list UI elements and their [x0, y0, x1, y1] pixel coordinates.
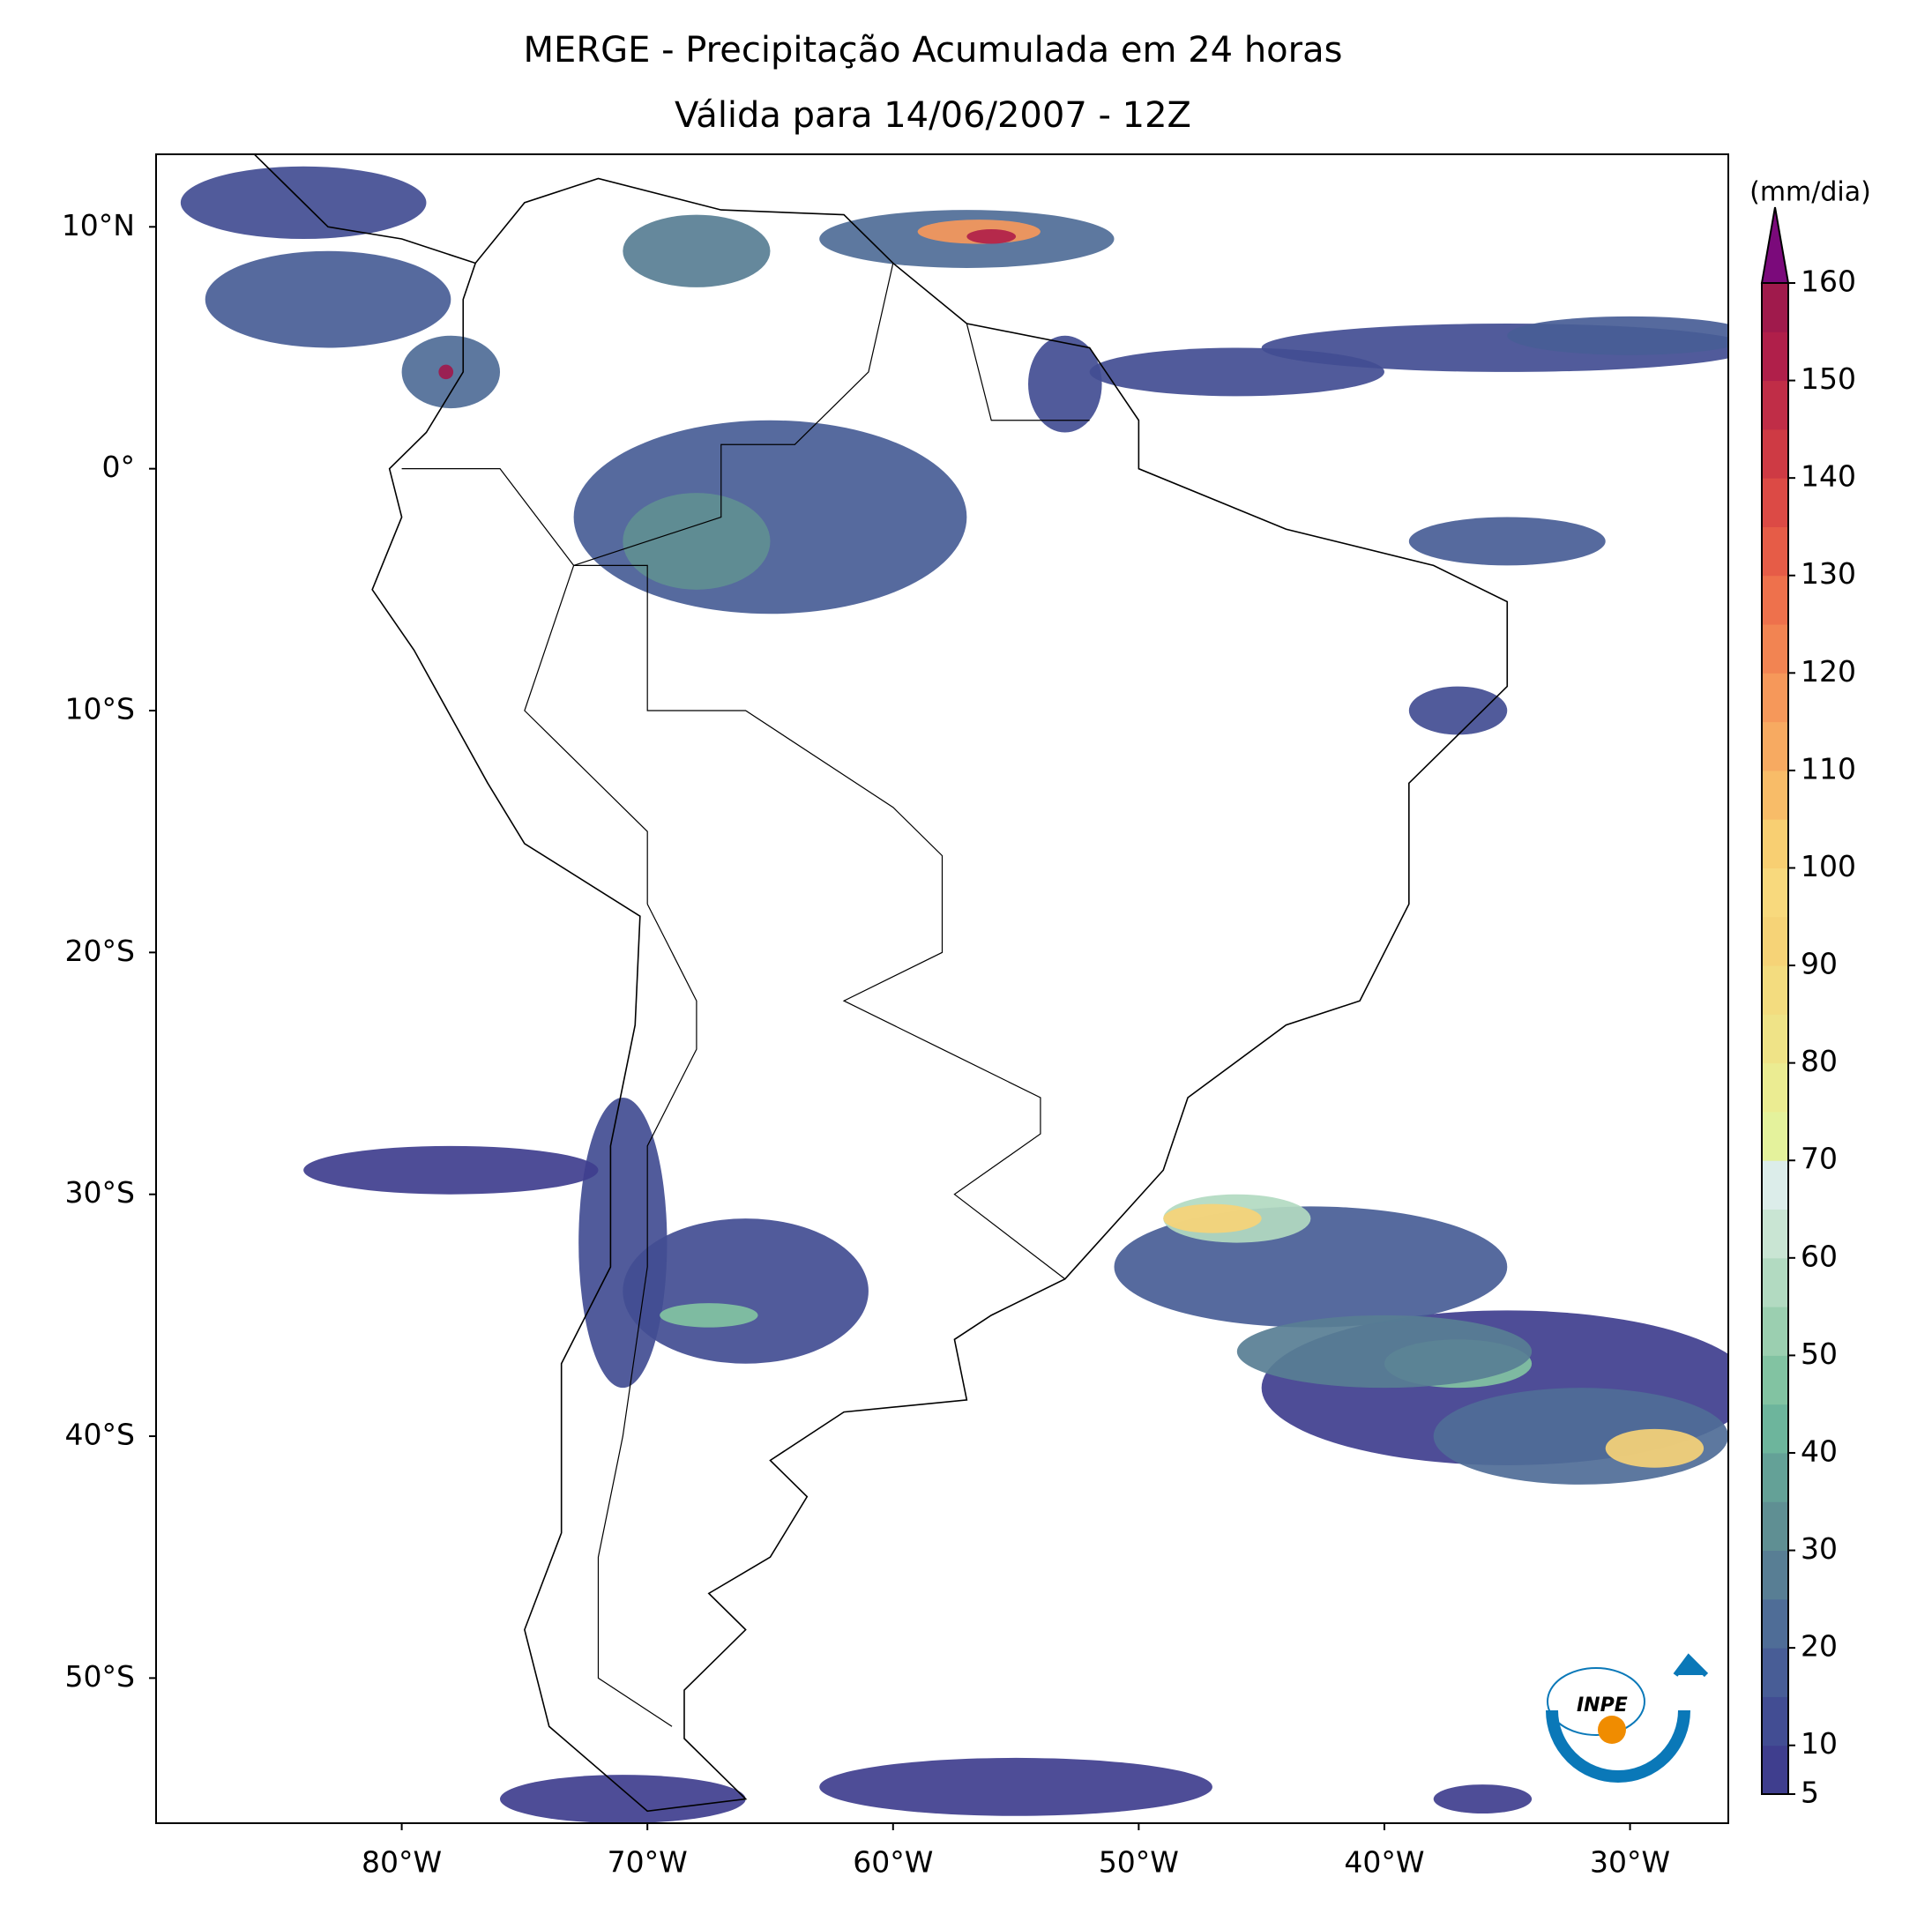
logo-text: INPE: [1577, 1694, 1628, 1717]
colorbar-segment: [1762, 1501, 1788, 1552]
colorbar-tick-label: 140: [1801, 459, 1856, 494]
colorbar-segment: [1762, 380, 1788, 430]
border: [573, 564, 1066, 1280]
precip-area: [660, 1303, 758, 1328]
precip-area: [1028, 335, 1102, 433]
colorbar-tick-label: 70: [1801, 1142, 1838, 1176]
precip-area: [966, 229, 1017, 244]
map-area: [180, 154, 1728, 1823]
y-tick-label: 30°S: [65, 1175, 135, 1210]
x-tick-label: 70°W: [608, 1845, 688, 1880]
colorbar-segment: [1762, 868, 1788, 918]
precip-area: [1408, 686, 1508, 735]
colorbar-segment: [1762, 1014, 1788, 1064]
precip-area: [623, 493, 771, 590]
precip-area: [1408, 517, 1606, 566]
y-tick-label: 40°S: [65, 1418, 135, 1452]
precip-area: [1236, 1314, 1533, 1389]
y-tick-label: 50°S: [65, 1659, 135, 1694]
precip-area: [1605, 1428, 1704, 1468]
colorbar-segment: [1762, 1355, 1788, 1405]
map-frame: [155, 153, 1729, 1824]
precip-area: [205, 250, 451, 348]
precip-area: [578, 1097, 668, 1389]
precip-area: [573, 420, 967, 614]
colorbar-tick-label: 60: [1801, 1239, 1838, 1273]
precip-area: [1163, 1203, 1262, 1233]
colorbar-tick-label: 80: [1801, 1044, 1838, 1078]
colorbar-segment: [1762, 1550, 1788, 1600]
inpe-logo: INPE: [1546, 1653, 1709, 1783]
x-tick-label: 50°W: [1099, 1845, 1179, 1880]
title-line: Válida para 14/06/2007 - 12Z: [675, 95, 1191, 136]
colorbar-tick-label: 120: [1801, 654, 1856, 689]
precip-area: [623, 214, 771, 287]
y-tick-label: 0°: [102, 450, 136, 484]
y-tick-label: 10°N: [62, 208, 135, 242]
colorbar-segment: [1762, 1598, 1788, 1649]
colorbar-segment: [1762, 1696, 1788, 1746]
colorbar-segment: [1762, 1209, 1788, 1259]
colorbar-tick-label: 100: [1801, 849, 1856, 883]
x-tick-label: 40°W: [1344, 1845, 1424, 1880]
y-tick-label: 20°S: [65, 934, 135, 968]
colorbar-tick-label: 20: [1801, 1629, 1838, 1664]
precip-area: [819, 1757, 1212, 1816]
colorbar-segment: [1762, 478, 1788, 527]
colorbar-segment: [1762, 916, 1788, 966]
title-line: MERGE - Precipitação Acumulada em 24 hor…: [524, 30, 1343, 71]
colorbar-segment: [1762, 1452, 1788, 1502]
colorbar-segment: [1762, 1745, 1788, 1795]
colorbar-segment: [1762, 1307, 1788, 1356]
colorbar-tick-label: 130: [1801, 556, 1856, 591]
colorbar-tick-label: 110: [1801, 751, 1856, 786]
colorbar-label: (mm/dia): [1749, 177, 1871, 208]
x-tick-label: 60°W: [853, 1845, 933, 1880]
precip-area: [1507, 316, 1728, 355]
colorbar-segment: [1762, 575, 1788, 625]
precip-area: [623, 1218, 869, 1364]
colorbar-segment: [1762, 673, 1788, 723]
colorbar-frame: [1761, 282, 1789, 1795]
colorbar-segment: [1762, 965, 1788, 1015]
colorbar-segment: [1762, 1648, 1788, 1697]
colorbar-segment: [1762, 1062, 1788, 1113]
precip-area: [438, 364, 454, 380]
colorbar-segment: [1762, 1160, 1788, 1210]
x-tick-label: 30°W: [1590, 1845, 1670, 1880]
colorbar-segment: [1762, 331, 1788, 382]
precip-area: [303, 1145, 599, 1195]
colorbar-segment: [1762, 770, 1788, 820]
colorbar-segment: [1762, 283, 1788, 332]
colorbar-segment: [1762, 721, 1788, 771]
colorbar-segment: [1762, 1111, 1788, 1161]
colorbar-tick-label: 30: [1801, 1531, 1838, 1566]
colorbar-segment: [1762, 1257, 1788, 1307]
coastline: [251, 154, 1509, 1813]
colorbar-tick-label: 10: [1801, 1726, 1838, 1761]
border: [401, 468, 575, 566]
border: [573, 263, 894, 566]
y-tick-label: 10°S: [65, 692, 135, 726]
colorbar-segment: [1762, 428, 1788, 479]
colorbar-tick-label: 160: [1801, 264, 1856, 299]
colorbar-segment: [1762, 624, 1788, 674]
colorbar-segment: [1762, 1404, 1788, 1454]
border: [597, 904, 697, 1727]
precip-area: [500, 1775, 746, 1823]
colorbar-tick-label: 150: [1801, 361, 1856, 396]
colorbar-extend: [1760, 206, 1790, 284]
colorbar-tick-label: 5: [1801, 1776, 1819, 1810]
x-tick-label: 80°W: [362, 1845, 442, 1880]
colorbar-tick-label: 40: [1801, 1434, 1838, 1468]
colorbar-segment: [1762, 526, 1788, 577]
precip-area: [1433, 1784, 1533, 1814]
colorbar-tick-label: 90: [1801, 947, 1838, 981]
border: [524, 565, 648, 905]
colorbar-tick-label: 50: [1801, 1337, 1838, 1371]
colorbar-segment: [1762, 819, 1788, 868]
border: [966, 323, 1090, 421]
